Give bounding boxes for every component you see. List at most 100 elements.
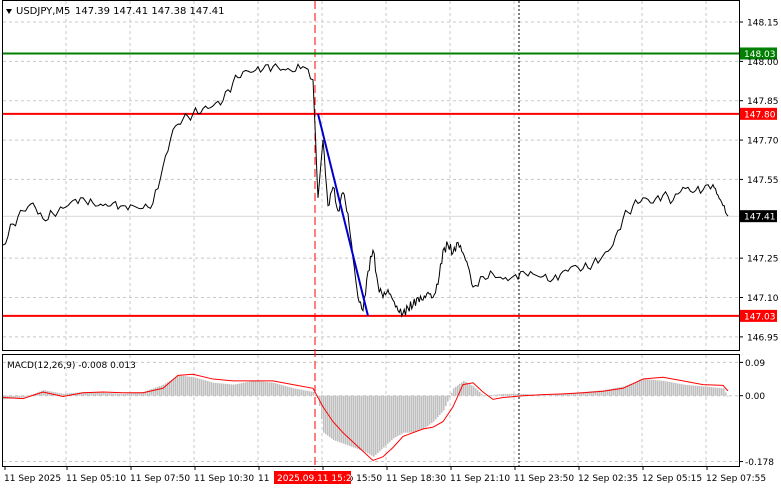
macd-bar (645, 379, 647, 396)
price-tick-label: 146.95 (747, 333, 779, 343)
macd-bar (441, 395, 443, 413)
macd-axis: 0.09 0.00 -0.178 (739, 359, 774, 468)
macd-bar (377, 395, 379, 454)
macd-bar (683, 384, 685, 396)
macd-bar (415, 395, 417, 432)
macd-bar (679, 383, 681, 396)
macd-bar (425, 395, 427, 428)
macd-bar (423, 395, 425, 429)
level-price-tag (740, 107, 777, 120)
macd-bar (385, 395, 387, 446)
macd-bar (343, 395, 345, 444)
macd-bar (313, 392, 315, 396)
macd-tick-label: 0.00 (745, 392, 765, 402)
macd-bar (11, 395, 13, 399)
macd-bar (615, 387, 617, 396)
macd-bar (9, 395, 11, 399)
macd-bar (637, 381, 639, 396)
macd-bar (451, 392, 453, 396)
macd-bar (373, 395, 375, 457)
macd-bar (429, 395, 431, 425)
macd-bar (561, 394, 563, 396)
macd-bar (187, 376, 189, 396)
price-levels[interactable]: 148.03 147.80 147.03 147.41 (3, 47, 777, 322)
macd-bar (171, 379, 173, 396)
macd-bar (205, 380, 207, 396)
macd-bar (85, 392, 87, 396)
trend-line[interactable] (317, 113, 369, 317)
macd-bar (169, 380, 171, 396)
price-tick-label: 148.00 (747, 58, 779, 68)
macd-bar (491, 394, 493, 396)
highlight-time-tag (274, 471, 351, 484)
macd-bar (341, 395, 343, 444)
macd-bar (277, 383, 279, 396)
macd-bar (113, 393, 115, 396)
macd-tick-label: 0.09 (745, 359, 765, 369)
time-label: 11 Sep 23:50 (514, 474, 574, 484)
macd-bar (419, 395, 421, 431)
macd-bar (681, 384, 683, 396)
macd-bar (139, 392, 141, 396)
macd-bar (659, 380, 661, 396)
macd-bar (625, 385, 627, 396)
macd-bar (23, 395, 25, 398)
macd-bar (65, 393, 67, 396)
macd-bar (345, 395, 347, 445)
macd-bar (553, 394, 555, 396)
macd-bar (585, 391, 587, 396)
macd-bar (153, 388, 155, 396)
macd-bar (671, 382, 673, 396)
macd-bar (497, 394, 499, 396)
macd-bar (257, 381, 259, 396)
macd-bar (155, 387, 157, 396)
main-price-panel[interactable] (2, 0, 740, 351)
macd-bar (203, 379, 205, 396)
macd-bar (223, 383, 225, 396)
macd-bar (647, 379, 649, 396)
macd-bar (143, 392, 145, 396)
time-label: 11 Sep 10:30 (194, 474, 254, 484)
macd-bar (595, 390, 597, 396)
macd-bar (559, 394, 561, 396)
macd-bar (195, 377, 197, 396)
macd-bar (707, 386, 709, 396)
macd-bar (469, 384, 471, 396)
macd-bar (185, 376, 187, 396)
macd-bar (721, 388, 723, 396)
macd-bar (513, 393, 515, 396)
macd-bar (323, 395, 325, 433)
macd-bar (83, 392, 85, 396)
macd-bar (485, 395, 487, 397)
macd-bar (67, 393, 69, 396)
macd-bar (475, 388, 477, 396)
macd-bar (93, 392, 95, 396)
macd-bar (669, 382, 671, 396)
price-tick-label: 147.85 (747, 97, 779, 107)
macd-bar (543, 395, 545, 397)
macd-bar (489, 395, 491, 396)
macd-bar (587, 391, 589, 396)
triangle-down-icon[interactable] (6, 9, 12, 14)
macd-bar (663, 380, 665, 396)
macd-bar (661, 380, 663, 396)
macd-bar (583, 392, 585, 396)
macd-bar (405, 395, 407, 433)
main-grid (3, 1, 739, 350)
macd-bar (117, 393, 119, 396)
macd-bar (89, 392, 91, 396)
macd-bar (193, 377, 195, 396)
macd-bar (13, 395, 15, 399)
macd-bar (25, 395, 27, 397)
macd-bar (177, 375, 179, 396)
macd-bar (701, 386, 703, 396)
macd-bar (179, 375, 181, 396)
macd-bar (459, 383, 461, 396)
macd-bar (131, 393, 133, 396)
macd-bar (471, 385, 473, 396)
macd-bar (723, 388, 725, 396)
macd-bar (197, 378, 199, 396)
macd-bar (207, 381, 209, 396)
macd-bar (589, 391, 591, 396)
